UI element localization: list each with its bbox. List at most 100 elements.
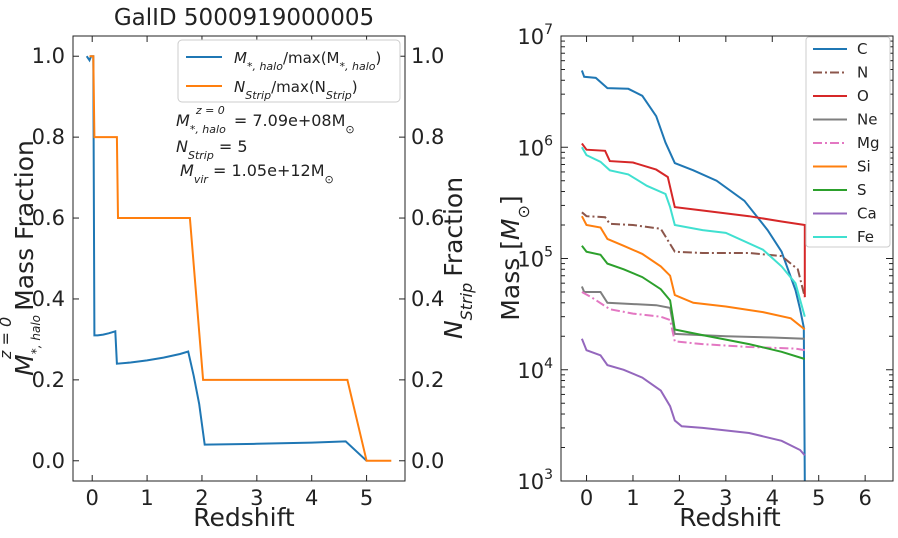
left-right-y-tick-label: 0.6 — [411, 206, 444, 230]
left-y-tick-label: 0.8 — [32, 125, 65, 149]
left-y-label-superscript: z = 0 — [0, 317, 15, 360]
ann1-sup: z = 0 — [195, 104, 225, 117]
ann3-val: = 1.05e+12M — [208, 161, 325, 180]
left-series-line-1 — [85, 55, 368, 462]
legend-label-fe: Fe — [857, 228, 874, 246]
legend-label-s: S — [857, 181, 867, 199]
left-right-y-tick-label: 1.0 — [411, 44, 444, 68]
left-x-tick-label: 3 — [250, 486, 263, 510]
left-x-tick-label: 5 — [360, 486, 373, 510]
ann3-sub: vir — [194, 173, 210, 186]
annotation-mvir: Mvir = 1.05e+12M⊙ — [180, 161, 334, 186]
ann1-sub: *, halo — [190, 123, 226, 136]
right-y-tick-label: 105 — [517, 245, 553, 272]
legend-label-c: C — [857, 40, 867, 58]
right-series-line-si — [581, 215, 806, 331]
left-right-y-tick-label: 0.4 — [411, 287, 444, 311]
ann1-sym: M — [176, 111, 190, 130]
right-y-tick-exponent: 3 — [544, 467, 553, 483]
legend2-mid: /max(N — [271, 78, 326, 96]
ann2-sub: Strip — [188, 149, 214, 162]
right-legend: CNO Ne Mg Si S Ca Fe — [805, 36, 891, 248]
left-y-tick-label: 0.0 — [32, 449, 65, 473]
right-y-tick-label: 104 — [517, 356, 553, 383]
right-y-tick-base: 10 — [517, 136, 544, 160]
legend1-sub: *, halo — [247, 60, 283, 73]
left-legend: M*, halo/max(M*, halo) NStrip/max(NStrip… — [177, 39, 401, 103]
left-right-y-tick-label: 0.0 — [411, 449, 444, 473]
legend-label-n: N — [857, 64, 868, 82]
right-y-tick-base: 10 — [517, 248, 544, 272]
legend-label-mhalo: M*, halo/max(M*, halo) — [234, 49, 381, 73]
left-right-y-tick-label: 0.2 — [411, 368, 444, 392]
left-y-label-symbol: M — [10, 354, 39, 376]
legend1-end: ) — [375, 49, 381, 67]
left-x-tick-label: 1 — [140, 486, 153, 510]
right-x-axis-label: Redshift — [679, 503, 781, 532]
right-ylabel-sun: ⊙ — [514, 205, 533, 218]
ann3-sym: M — [180, 161, 194, 180]
left-x-axis-label: Redshift — [193, 503, 295, 532]
legend-label-o: O — [857, 87, 869, 105]
right-series-line-s — [581, 245, 806, 360]
legend-label-ca: Ca — [857, 205, 877, 223]
legend-label-nstrip: NStrip/max(NStrip) — [234, 78, 358, 102]
left-axes-frame — [72, 35, 406, 482]
left-y-tick-label: 1.0 — [32, 44, 65, 68]
right-series-line-o — [581, 142, 806, 298]
right-legend-box — [805, 36, 891, 248]
left-right-y-axis-label: NStrip Fraction — [439, 177, 476, 339]
right-y-tick-exponent: 4 — [544, 356, 553, 372]
right-series-line-ne — [580, 286, 805, 340]
left-plot-area — [85, 55, 392, 462]
legend2-sub2: Strip — [326, 89, 352, 102]
legend-label-si: Si — [857, 158, 871, 176]
right-x-tick-label: 4 — [766, 486, 779, 510]
right-y-tick-label: 106 — [517, 133, 553, 160]
right-x-tick-label: 5 — [812, 486, 825, 510]
left-x-tick-label: 4 — [305, 486, 318, 510]
legend1-pre: M — [234, 49, 247, 67]
left-y-ticks: 0.0 0.0 0.2 0.2 0.4 0.4 0.6 0.6 0.8 0.8 1.0 1.0 — [32, 44, 445, 473]
left-x-tick-label: 0 — [86, 486, 99, 510]
ann2-val: = 5 — [214, 137, 248, 156]
right-x-tick-label: 3 — [719, 486, 732, 510]
left-right-y-tick-label: 0.8 — [411, 125, 444, 149]
right-ylabel-end: ] — [496, 195, 525, 205]
right-series-line-fe — [581, 146, 806, 317]
right-series-line-n — [581, 211, 806, 298]
legend2-end: ) — [352, 78, 358, 96]
right-y-tick-base: 10 — [517, 470, 544, 494]
right-series-line-c — [580, 70, 806, 482]
left-y-tick-label: 0.2 — [32, 368, 65, 392]
left-x-ticks: 0 1 2 3 4 5 — [86, 36, 373, 510]
right-y-tick-base: 10 — [517, 25, 544, 49]
left-y-tick-label: 0.6 — [32, 206, 65, 230]
left-y-label-subscript: *, halo — [29, 315, 43, 354]
left-panel: GalID 5000919000005 0 1 2 3 4 5 0.0 0.0 0.2 0.2 0… — [0, 5, 476, 532]
right-y-tick-exponent: 5 — [544, 245, 553, 261]
annotation-nstrip: NStrip = 5 — [176, 137, 248, 162]
ann2-sym: N — [176, 137, 188, 156]
right-y-tick-label: 107 — [517, 22, 553, 49]
legend1-sub2: *, halo — [339, 60, 375, 73]
left-x-tick-label: 2 — [195, 486, 208, 510]
right-plot-area — [580, 70, 806, 482]
annotation-mhalo: M*, halo z = 0 = 7.09e+08M⊙ — [176, 104, 355, 136]
legend2-pre: N — [234, 78, 245, 96]
legend-label-ne: Ne — [857, 111, 877, 129]
right-series-line-ca — [580, 338, 806, 457]
left-y-axis-label: M*, halo z = 0 Mass Fraction — [0, 140, 43, 376]
chart-title: GalID 5000919000005 — [114, 5, 374, 31]
right-y-tick-base: 10 — [517, 359, 544, 383]
left-series-line-2 — [89, 55, 392, 462]
ann3-sun: ⊙ — [325, 173, 334, 186]
right-y-tick-exponent: 7 — [544, 22, 553, 38]
right-y-tick-label: 103 — [517, 467, 553, 494]
legend2-sub: Strip — [245, 89, 271, 102]
right-y-label-symbol: N — [439, 320, 468, 339]
right-y-axis-label: Mass [M⊙] — [496, 195, 533, 320]
